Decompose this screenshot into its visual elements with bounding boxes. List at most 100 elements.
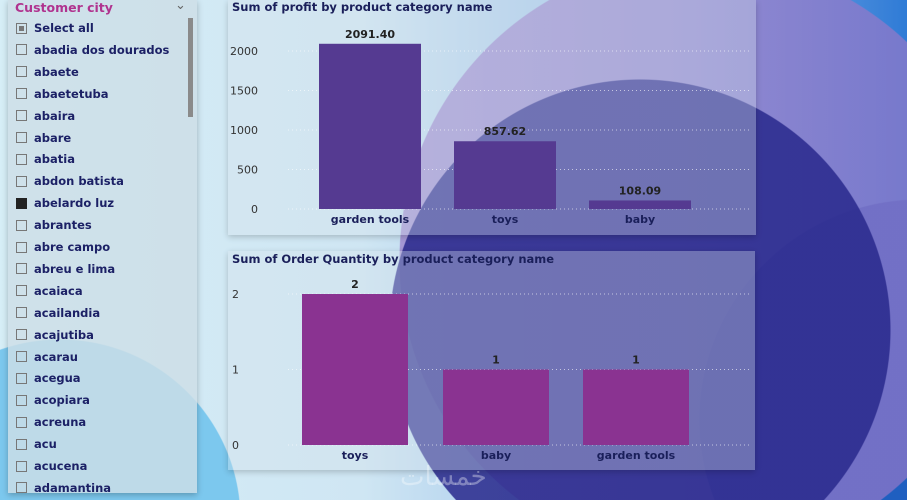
y-tick-label: 500 xyxy=(237,164,258,177)
slicer-item-label: abaete xyxy=(34,64,79,79)
checkbox[interactable] xyxy=(16,394,27,406)
slicer-item[interactable]: acopiara xyxy=(16,390,90,410)
slicer-item[interactable]: adamantina xyxy=(16,478,111,493)
slicer-item[interactable]: acreuna xyxy=(16,412,86,432)
chevron-down-icon[interactable]: ⌄ xyxy=(175,0,186,13)
slicer-item-label: abreu e lima xyxy=(34,261,116,276)
bar xyxy=(319,43,421,209)
x-tick-label: garden tools xyxy=(597,449,676,462)
checkbox[interactable] xyxy=(16,307,27,319)
customer-city-slicer: Customer city ⌄ Select all abadia dos dou… xyxy=(8,0,197,493)
checkbox[interactable] xyxy=(16,22,27,34)
chart-canvas: 0 1 2 2 toys 1 baby 1 garden tools xyxy=(232,278,751,462)
slicer-item-label: abre campo xyxy=(34,240,111,254)
slicer-item[interactable]: acarau xyxy=(16,347,78,367)
slicer-item-label: abrantes xyxy=(34,218,92,233)
slicer-item-label: acegua xyxy=(34,371,81,386)
slicer-item-label: acarau xyxy=(34,349,78,364)
slicer-item[interactable]: acajutiba xyxy=(16,325,94,345)
bar xyxy=(589,200,691,209)
slicer-item-label: adamantina xyxy=(34,480,112,493)
slicer-item[interactable]: abre campo xyxy=(16,237,110,257)
checkbox[interactable] xyxy=(16,241,27,253)
data-label: 108.09 xyxy=(619,184,661,197)
y-tick-label: 2 xyxy=(232,288,239,301)
x-tick-label: garden tools xyxy=(331,213,410,226)
y-tick-label: 2000 xyxy=(230,45,258,58)
y-tick-label: 0 xyxy=(251,203,258,216)
slicer-item[interactable]: abadia dos dourados xyxy=(16,40,169,60)
slicer-item-label: abare xyxy=(34,130,72,145)
checkbox[interactable] xyxy=(16,175,27,187)
order-quantity-chart: Sum of Order Quantity by product categor… xyxy=(228,251,755,470)
profit-chart: Sum of profit by product category name 0… xyxy=(228,0,756,235)
chart-canvas: 0 500 1000 1500 2000 2091.40 garden tools 857.6… xyxy=(230,28,752,226)
checkbox[interactable] xyxy=(16,66,27,78)
x-tick-label: toys xyxy=(492,213,519,226)
slicer-item-label: abadia dos dourados xyxy=(34,42,170,57)
slicer-item[interactable]: abaetetuba xyxy=(16,84,109,104)
x-tick-label: toys xyxy=(342,449,369,462)
data-label: 1 xyxy=(492,354,500,367)
chart-title: Sum of Order Quantity by product categor… xyxy=(232,252,555,266)
data-label: 2 xyxy=(351,278,359,291)
data-label: 1 xyxy=(632,354,640,367)
slicer-item[interactable]: abreu e lima xyxy=(16,259,115,279)
slicer-title: Customer city xyxy=(15,0,113,15)
y-tick-label: 1000 xyxy=(230,124,258,137)
y-tick-label: 1500 xyxy=(230,85,258,98)
bar xyxy=(443,369,549,445)
checkbox[interactable] xyxy=(16,153,27,165)
checkbox[interactable] xyxy=(16,88,27,100)
slicer-item[interactable]: acaiaca xyxy=(16,281,83,301)
slicer-item-label: Select all xyxy=(34,21,94,35)
y-tick-label: 1 xyxy=(232,364,239,377)
slicer-item-label: acreuna xyxy=(34,415,87,430)
slicer-item[interactable]: abdon batista xyxy=(16,171,124,191)
watermark-logo: خمسات xyxy=(400,462,487,492)
checkbox[interactable] xyxy=(16,460,27,472)
checkbox[interactable] xyxy=(16,110,27,122)
checkbox[interactable] xyxy=(16,285,27,297)
slicer-item[interactable]: abrantes xyxy=(16,215,92,235)
slicer-item-label: acajutiba xyxy=(34,327,94,342)
slicer-item[interactable]: abelardo luz xyxy=(16,193,114,213)
bar xyxy=(302,294,408,445)
checkbox[interactable] xyxy=(16,372,27,384)
bar xyxy=(454,141,556,209)
y-tick-label: 0 xyxy=(232,439,239,452)
slicer-item-label: acaiaca xyxy=(34,283,83,298)
checkbox[interactable] xyxy=(16,482,27,493)
slicer-item-label: abatia xyxy=(34,152,75,167)
slicer-item[interactable]: acailandia xyxy=(16,303,100,323)
slicer-item-label: acu xyxy=(34,437,57,452)
slicer-item-label: acucena xyxy=(34,459,88,473)
checkbox[interactable] xyxy=(16,263,27,275)
slicer-item[interactable]: acu xyxy=(16,434,57,454)
chart-title: Sum of profit by product category name xyxy=(232,0,493,14)
checkbox[interactable] xyxy=(16,351,27,362)
slicer-item[interactable]: abaira xyxy=(16,106,75,126)
slicer-item-label: acopiara xyxy=(34,393,90,408)
data-label: 2091.40 xyxy=(345,28,395,41)
slicer-item[interactable]: acucena xyxy=(16,456,87,476)
slicer-item[interactable]: Select all xyxy=(16,18,94,38)
slicer-item[interactable]: abaete xyxy=(16,62,79,82)
slicer-item-label: abelardo luz xyxy=(34,196,115,211)
x-tick-label: baby xyxy=(625,213,655,226)
slicer-item-label: acailandia xyxy=(34,305,101,320)
checkbox[interactable] xyxy=(16,416,27,428)
checkbox[interactable] xyxy=(16,219,27,231)
bar xyxy=(583,369,689,445)
slicer-item-label: abaetetuba xyxy=(34,86,109,101)
checkbox[interactable] xyxy=(16,197,27,209)
checkbox[interactable] xyxy=(16,438,27,450)
slicer-item[interactable]: abare xyxy=(16,128,71,148)
checkbox[interactable] xyxy=(16,44,27,56)
slicer-scrollbar[interactable] xyxy=(188,18,193,117)
checkbox[interactable] xyxy=(16,132,27,143)
slicer-item[interactable]: acegua xyxy=(16,368,81,388)
data-label: 857.62 xyxy=(484,125,526,138)
slicer-item[interactable]: abatia xyxy=(16,149,75,169)
checkbox[interactable] xyxy=(16,329,27,341)
